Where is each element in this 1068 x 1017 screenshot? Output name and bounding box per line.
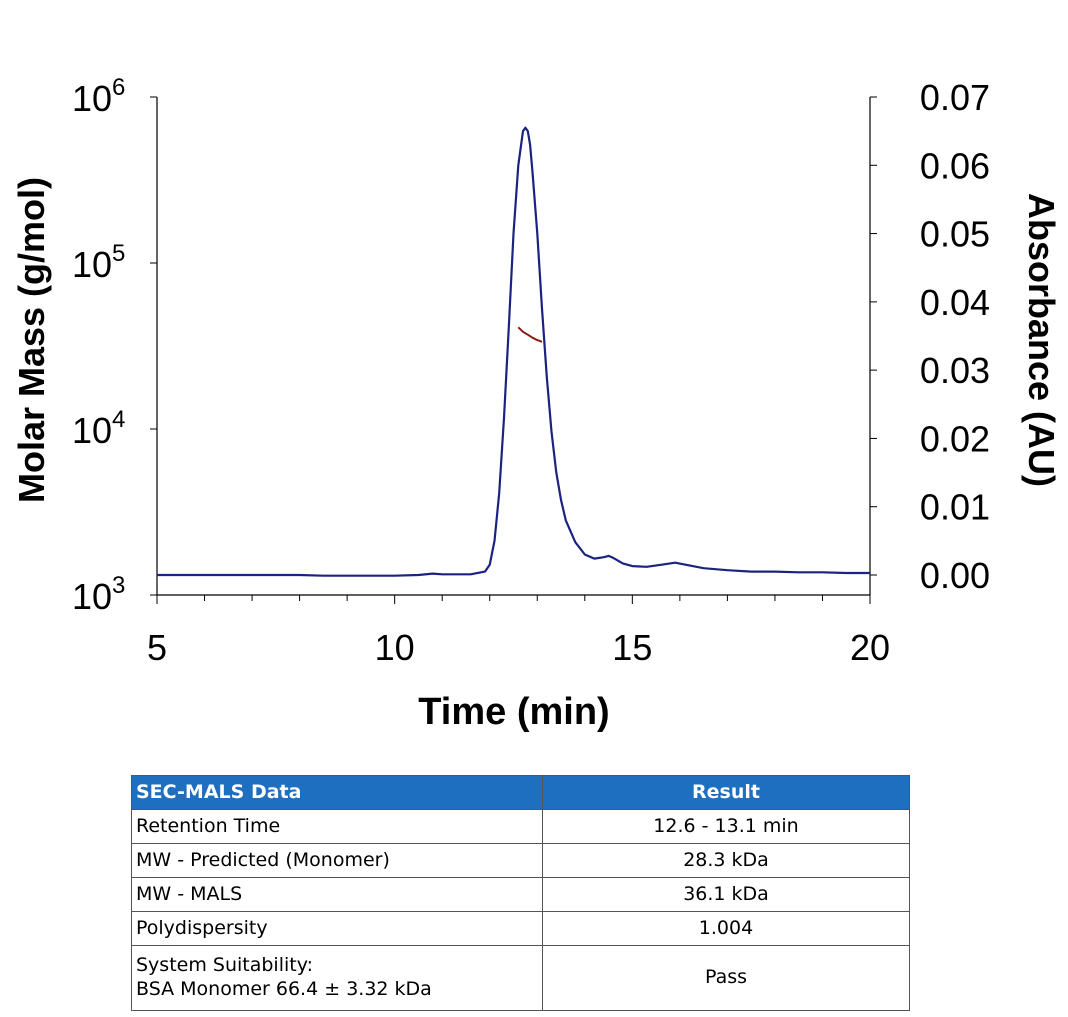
absorbance-line [157,126,870,577]
sec-mals-chart: 5 10 15 20 103 104 105 106 0.00 0.01 0.02 0.03 0.04 0… [11,74,1062,733]
row-label-line1: System Suitability: [136,954,313,977]
x-tick-label: 20 [850,627,890,668]
table-header-result: Result [542,775,910,810]
row-label: System Suitability: BSA Monomer 66.4 ± 3… [131,945,543,1011]
table-header-data: SEC-MALS Data [131,775,543,810]
row-label: Polydispersity [131,911,543,946]
y-right-tick-label: 0.01 [920,487,990,528]
table-row: MW - MALS 36.1 kDa [131,877,910,912]
table-row: System Suitability: BSA Monomer 66.4 ± 3… [131,945,910,1011]
row-label: MW - Predicted (Monomer) [131,843,543,878]
row-value: 1.004 [542,911,910,946]
row-label: MW - MALS [131,877,543,912]
row-label-line2: BSA Monomer 66.4 ± 3.32 kDa [136,978,432,1000]
y-right-tick-label: 0.02 [920,418,990,459]
table-row: Polydispersity 1.004 [131,911,910,946]
y-right-tick-label: 0.00 [920,555,990,596]
y-axis-left-title: Molar Mass (g/mol) [11,177,52,503]
row-value: 12.6 - 13.1 min [542,809,910,844]
table-row: MW - Predicted (Monomer) 28.3 kDa [131,843,910,878]
molar-mass-line [517,326,543,343]
x-tick-label: 15 [612,627,652,668]
chart-series [157,126,870,577]
row-label: Retention Time [131,809,543,844]
chart-ticks: 5 10 15 20 103 104 105 106 0.00 0.01 0.02 0.03 0.04 0… [72,74,990,668]
x-tick-label: 5 [147,627,167,668]
y-left-tick-label: 106 [72,74,125,119]
y-axis-right-title: Absorbance (AU) [1021,193,1062,487]
y-right-tick-label: 0.05 [920,214,990,255]
x-axis-title: Time (min) [418,691,609,733]
chart-axes [156,97,871,596]
table-header-row: SEC-MALS Data Result [131,775,910,810]
x-tick-label: 10 [375,627,415,668]
y-left-tick-label: 104 [72,406,125,451]
y-right-tick-label: 0.06 [920,145,990,186]
y-right-tick-label: 0.07 [920,77,990,118]
row-value: 28.3 kDa [542,843,910,878]
y-left-tick-label: 103 [72,572,125,617]
row-value: Pass [542,945,910,1011]
table-row: Retention Time 12.6 - 13.1 min [131,809,910,844]
sec-mals-results-table: SEC-MALS Data Result Retention Time 12.6… [131,775,910,1011]
row-value: 36.1 kDa [542,877,910,912]
y-left-tick-label: 105 [72,240,125,285]
y-right-tick-label: 0.04 [920,282,990,323]
y-right-tick-label: 0.03 [920,350,990,391]
